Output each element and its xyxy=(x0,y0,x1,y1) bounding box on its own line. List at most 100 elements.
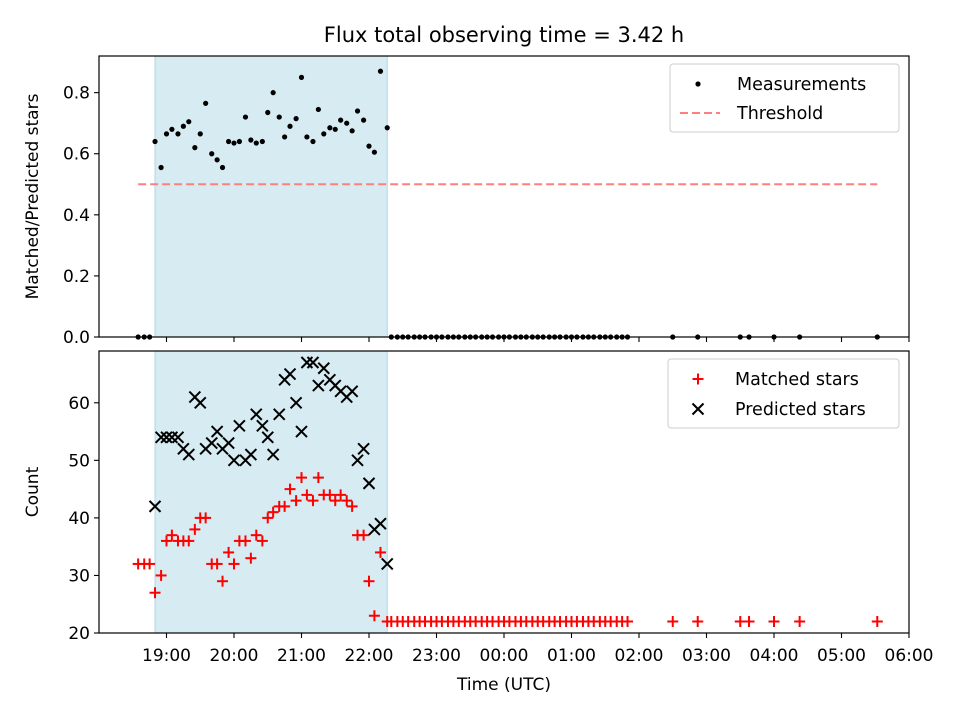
predicted-star-point xyxy=(182,448,195,461)
matched-star-point xyxy=(200,512,212,524)
measurement-point xyxy=(163,131,170,137)
measurement-point xyxy=(276,114,282,120)
measurement-point xyxy=(310,138,316,145)
legend-label-matched-stars: Matched stars xyxy=(735,370,859,390)
legend-label-measurements: Measurements xyxy=(737,75,866,95)
predicted-star-point xyxy=(233,419,246,433)
matched-star-point xyxy=(324,489,336,501)
y-tick-label: 50 xyxy=(68,451,90,471)
predicted-star-point xyxy=(148,500,162,513)
measurement-point xyxy=(203,100,209,106)
matched-star-point xyxy=(144,558,156,570)
matched-star-point xyxy=(368,610,380,622)
measurement-point xyxy=(197,131,203,137)
predicted-star-point xyxy=(357,442,370,456)
measurement-point xyxy=(298,74,305,80)
measurement-point xyxy=(354,108,361,114)
matched-star-point xyxy=(329,495,341,507)
matched-star-point xyxy=(166,529,178,541)
measurement-point xyxy=(158,164,164,171)
matched-star-point xyxy=(290,495,302,507)
legend-marker-predicted-stars xyxy=(691,402,705,416)
measurement-point xyxy=(214,157,220,163)
matched-star-point xyxy=(245,552,257,564)
y-axis-label-bottom: Count xyxy=(23,466,43,517)
predicted-star-point xyxy=(345,385,359,398)
matched-star-point xyxy=(223,546,235,558)
measurement-point xyxy=(282,134,288,140)
measurement-point xyxy=(384,125,390,131)
matched-star-point xyxy=(279,500,291,512)
x-tick-label: 21:00 xyxy=(277,646,326,666)
predicted-star-point xyxy=(273,408,286,421)
y-tick-label: 0.8 xyxy=(63,84,90,104)
measurement-point xyxy=(192,145,198,151)
predicted-star-point xyxy=(317,362,330,375)
matched-star-point xyxy=(307,495,319,507)
matched-star-point xyxy=(794,615,806,627)
measurement-point xyxy=(338,117,344,123)
matched-star-point xyxy=(250,529,262,541)
matched-star-point xyxy=(267,506,279,518)
x-tick-label: 22:00 xyxy=(345,646,394,666)
measurement-point xyxy=(152,138,158,145)
matched-star-point xyxy=(155,569,167,581)
x-tick-label: 19:00 xyxy=(142,646,191,666)
legend-label-threshold: Threshold xyxy=(736,104,823,124)
measurement-point xyxy=(248,137,254,143)
chart-title: Flux total observing time = 3.42 h xyxy=(324,23,684,47)
x-tick-label: 05:00 xyxy=(817,646,866,666)
bottom-axes-frame xyxy=(98,350,910,634)
legend-marker-matched-stars xyxy=(692,373,704,385)
measurement-point xyxy=(270,90,276,96)
matched-star-point xyxy=(239,535,251,547)
predicted-star-point xyxy=(210,425,224,438)
x-tick-label: 03:00 xyxy=(682,646,731,666)
y-tick-label: 0.2 xyxy=(63,267,90,287)
measurement-point xyxy=(287,123,293,129)
measurement-point xyxy=(231,140,237,146)
matched-star-point xyxy=(161,535,172,547)
matched-star-point xyxy=(211,558,223,570)
bottom-panel: 20 30 40 50 60 19:00 20:00 21:00 22:00 23:00 00:0… xyxy=(23,350,934,695)
legend-bottom-box xyxy=(667,358,900,429)
matched-star-point xyxy=(622,615,634,627)
predicted-star-point xyxy=(261,431,274,444)
matched-star-point xyxy=(871,615,883,627)
matched-star-point xyxy=(358,529,370,541)
predicted-star-point xyxy=(256,419,269,433)
x-tick-label: 20:00 xyxy=(210,646,259,666)
matched-star-point xyxy=(296,472,307,484)
measurement-point xyxy=(293,116,299,122)
measurement-point xyxy=(253,140,259,146)
matched-star-point xyxy=(768,615,780,627)
matched-star-point xyxy=(346,500,358,512)
matched-star-point xyxy=(228,558,240,570)
top-panel: Flux total observing time = 3.42 h 0.0 0.… xyxy=(23,23,910,348)
matched-star-point xyxy=(301,489,313,501)
y-tick-label: 0.6 xyxy=(63,145,90,165)
predicted-star-point xyxy=(205,436,218,450)
predicted-star-point xyxy=(312,379,325,392)
matched-star-point xyxy=(341,495,353,507)
legend-bottom: Matched stars Predicted stars xyxy=(667,358,900,429)
x-tick-label: 02:00 xyxy=(615,646,664,666)
measurement-point xyxy=(366,143,372,149)
measurement-point xyxy=(315,106,321,113)
measurement-point xyxy=(377,68,384,74)
measurement-point xyxy=(259,138,265,145)
matched-star-point xyxy=(262,512,274,524)
x-tick-label: 00:00 xyxy=(480,646,529,666)
matched-star-point xyxy=(256,535,268,547)
matched-star-point xyxy=(692,615,704,627)
predicted-star-point xyxy=(160,431,173,444)
matched-star-point xyxy=(284,483,296,495)
predicted-star-point xyxy=(266,448,280,461)
measurement-point xyxy=(219,164,226,171)
predicted-star-point xyxy=(351,454,364,467)
matched-star-point xyxy=(183,535,195,547)
measurement-point xyxy=(321,131,327,137)
measurement-point xyxy=(349,128,355,134)
matched-star-point xyxy=(667,615,679,627)
